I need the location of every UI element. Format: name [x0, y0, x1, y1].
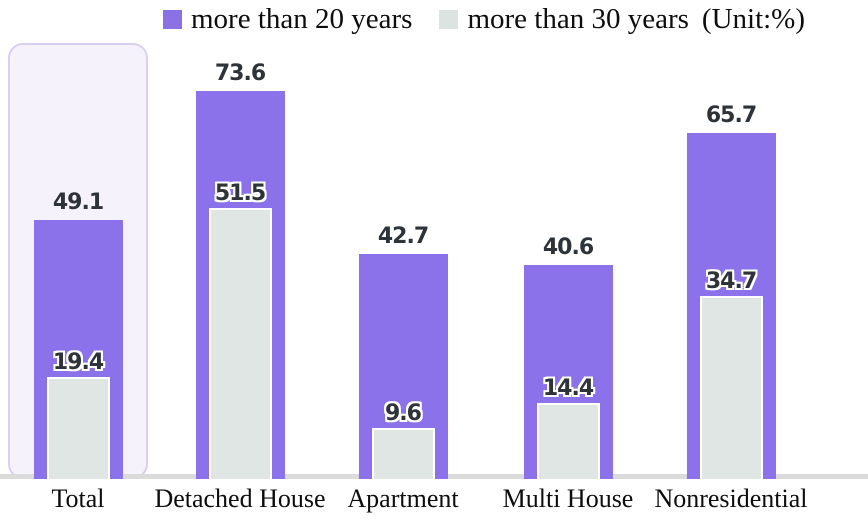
value-label-20y-detached-house: 73.6 — [214, 61, 266, 86]
legend-item-more-than-20-years: more than 20 years — [163, 2, 412, 36]
legend-swatch-gray-square-icon — [439, 9, 459, 29]
legend-swatch-purple-square-icon — [163, 9, 182, 29]
value-label-30y-total: 19.4 — [52, 350, 104, 375]
value-label-30y-nonresidential: 34.7 — [705, 269, 757, 294]
value-label-30y-multi-house: 14.4 — [542, 376, 594, 401]
value-label-30y-detached-house: 51.5 — [214, 181, 266, 206]
value-label-20y-total: 49.1 — [52, 190, 104, 215]
bar-30y-total — [46, 377, 110, 479]
legend-label-20-years: more than 20 years — [191, 3, 413, 35]
category-label-total: Total — [51, 484, 105, 513]
category-label-apartment: Apartment — [347, 484, 459, 513]
category-label-nonresidential: Nonresidential — [654, 484, 808, 513]
value-label-20y-apartment: 42.7 — [377, 224, 429, 249]
unit-label: (Unit:%) — [701, 2, 805, 35]
bar-30y-nonresidential — [699, 296, 763, 479]
legend-item-more-than-30-years: more than 30 years — [439, 2, 689, 36]
bar-30y-apartment — [371, 428, 435, 479]
value-label-20y-nonresidential: 65.7 — [705, 103, 757, 128]
value-label-20y-multi-house: 40.6 — [542, 235, 594, 260]
category-label-detached-house: Detached House — [154, 484, 326, 513]
bar-30y-detached-house — [208, 208, 272, 479]
legend-label-30-years: more than 30 years — [467, 3, 689, 35]
category-label-multi-house: Multi House — [502, 484, 634, 513]
value-label-30y-apartment: 9.6 — [385, 401, 422, 426]
chart-legend: more than 20 years more than 30 years (U… — [163, 2, 805, 36]
bar-30y-multi-house — [536, 403, 600, 479]
